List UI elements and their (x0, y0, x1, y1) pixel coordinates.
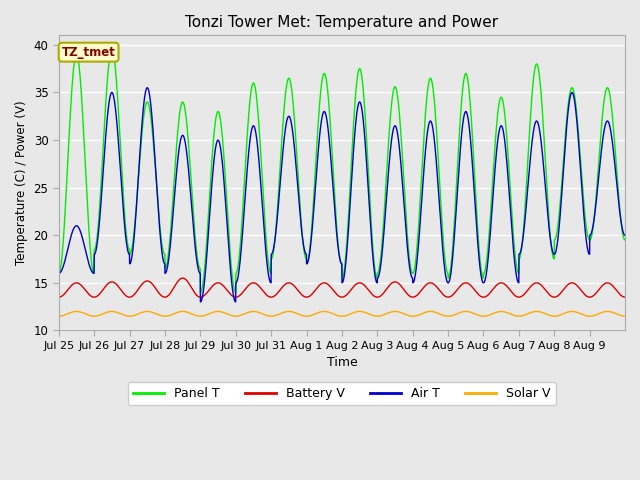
Solar V (465, 309, 472, 314)
Panel T (415, 219, 422, 225)
Solar V (535, 309, 543, 314)
Title: Tonzi Tower Met: Temperature and Power: Tonzi Tower Met: Temperature and Power (186, 15, 499, 30)
Panel T (615, 197, 623, 203)
Panel T (465, 84, 472, 90)
Solar V (72, 309, 80, 314)
Panel T (501, 112, 509, 118)
Battery V (55, 294, 63, 300)
Air T (55, 270, 63, 276)
Text: TZ_tmet: TZ_tmet (61, 46, 116, 59)
Line: Solar V: Solar V (59, 312, 625, 316)
Panel T (108, 47, 116, 52)
Air T (196, 299, 204, 305)
Air T (615, 203, 623, 208)
Panel T (196, 289, 204, 295)
Battery V (171, 283, 179, 289)
Solar V (615, 312, 623, 318)
Air T (535, 123, 543, 129)
Battery V (615, 290, 623, 296)
Panel T (55, 270, 63, 276)
Solar V (55, 313, 63, 319)
Battery V (501, 281, 509, 287)
Battery V (535, 280, 543, 286)
Legend: Panel T, Battery V, Air T, Solar V: Panel T, Battery V, Air T, Solar V (128, 383, 556, 406)
Y-axis label: Temperature (C) / Power (V): Temperature (C) / Power (V) (15, 101, 28, 265)
Air T (465, 120, 472, 126)
Air T (415, 238, 422, 243)
Panel T (535, 69, 543, 74)
Air T (501, 139, 509, 144)
Air T (143, 85, 151, 91)
Line: Battery V: Battery V (59, 278, 625, 297)
Battery V (179, 275, 186, 281)
Line: Air T: Air T (59, 88, 625, 302)
Solar V (415, 312, 422, 318)
Panel T (171, 166, 179, 172)
X-axis label: Time: Time (326, 357, 357, 370)
Solar V (501, 309, 509, 315)
Battery V (465, 281, 472, 287)
Air T (621, 232, 629, 238)
Battery V (621, 294, 629, 300)
Panel T (621, 237, 629, 243)
Battery V (415, 291, 422, 297)
Solar V (171, 311, 179, 316)
Air T (171, 188, 179, 193)
Solar V (621, 313, 629, 319)
Line: Panel T: Panel T (59, 49, 625, 292)
